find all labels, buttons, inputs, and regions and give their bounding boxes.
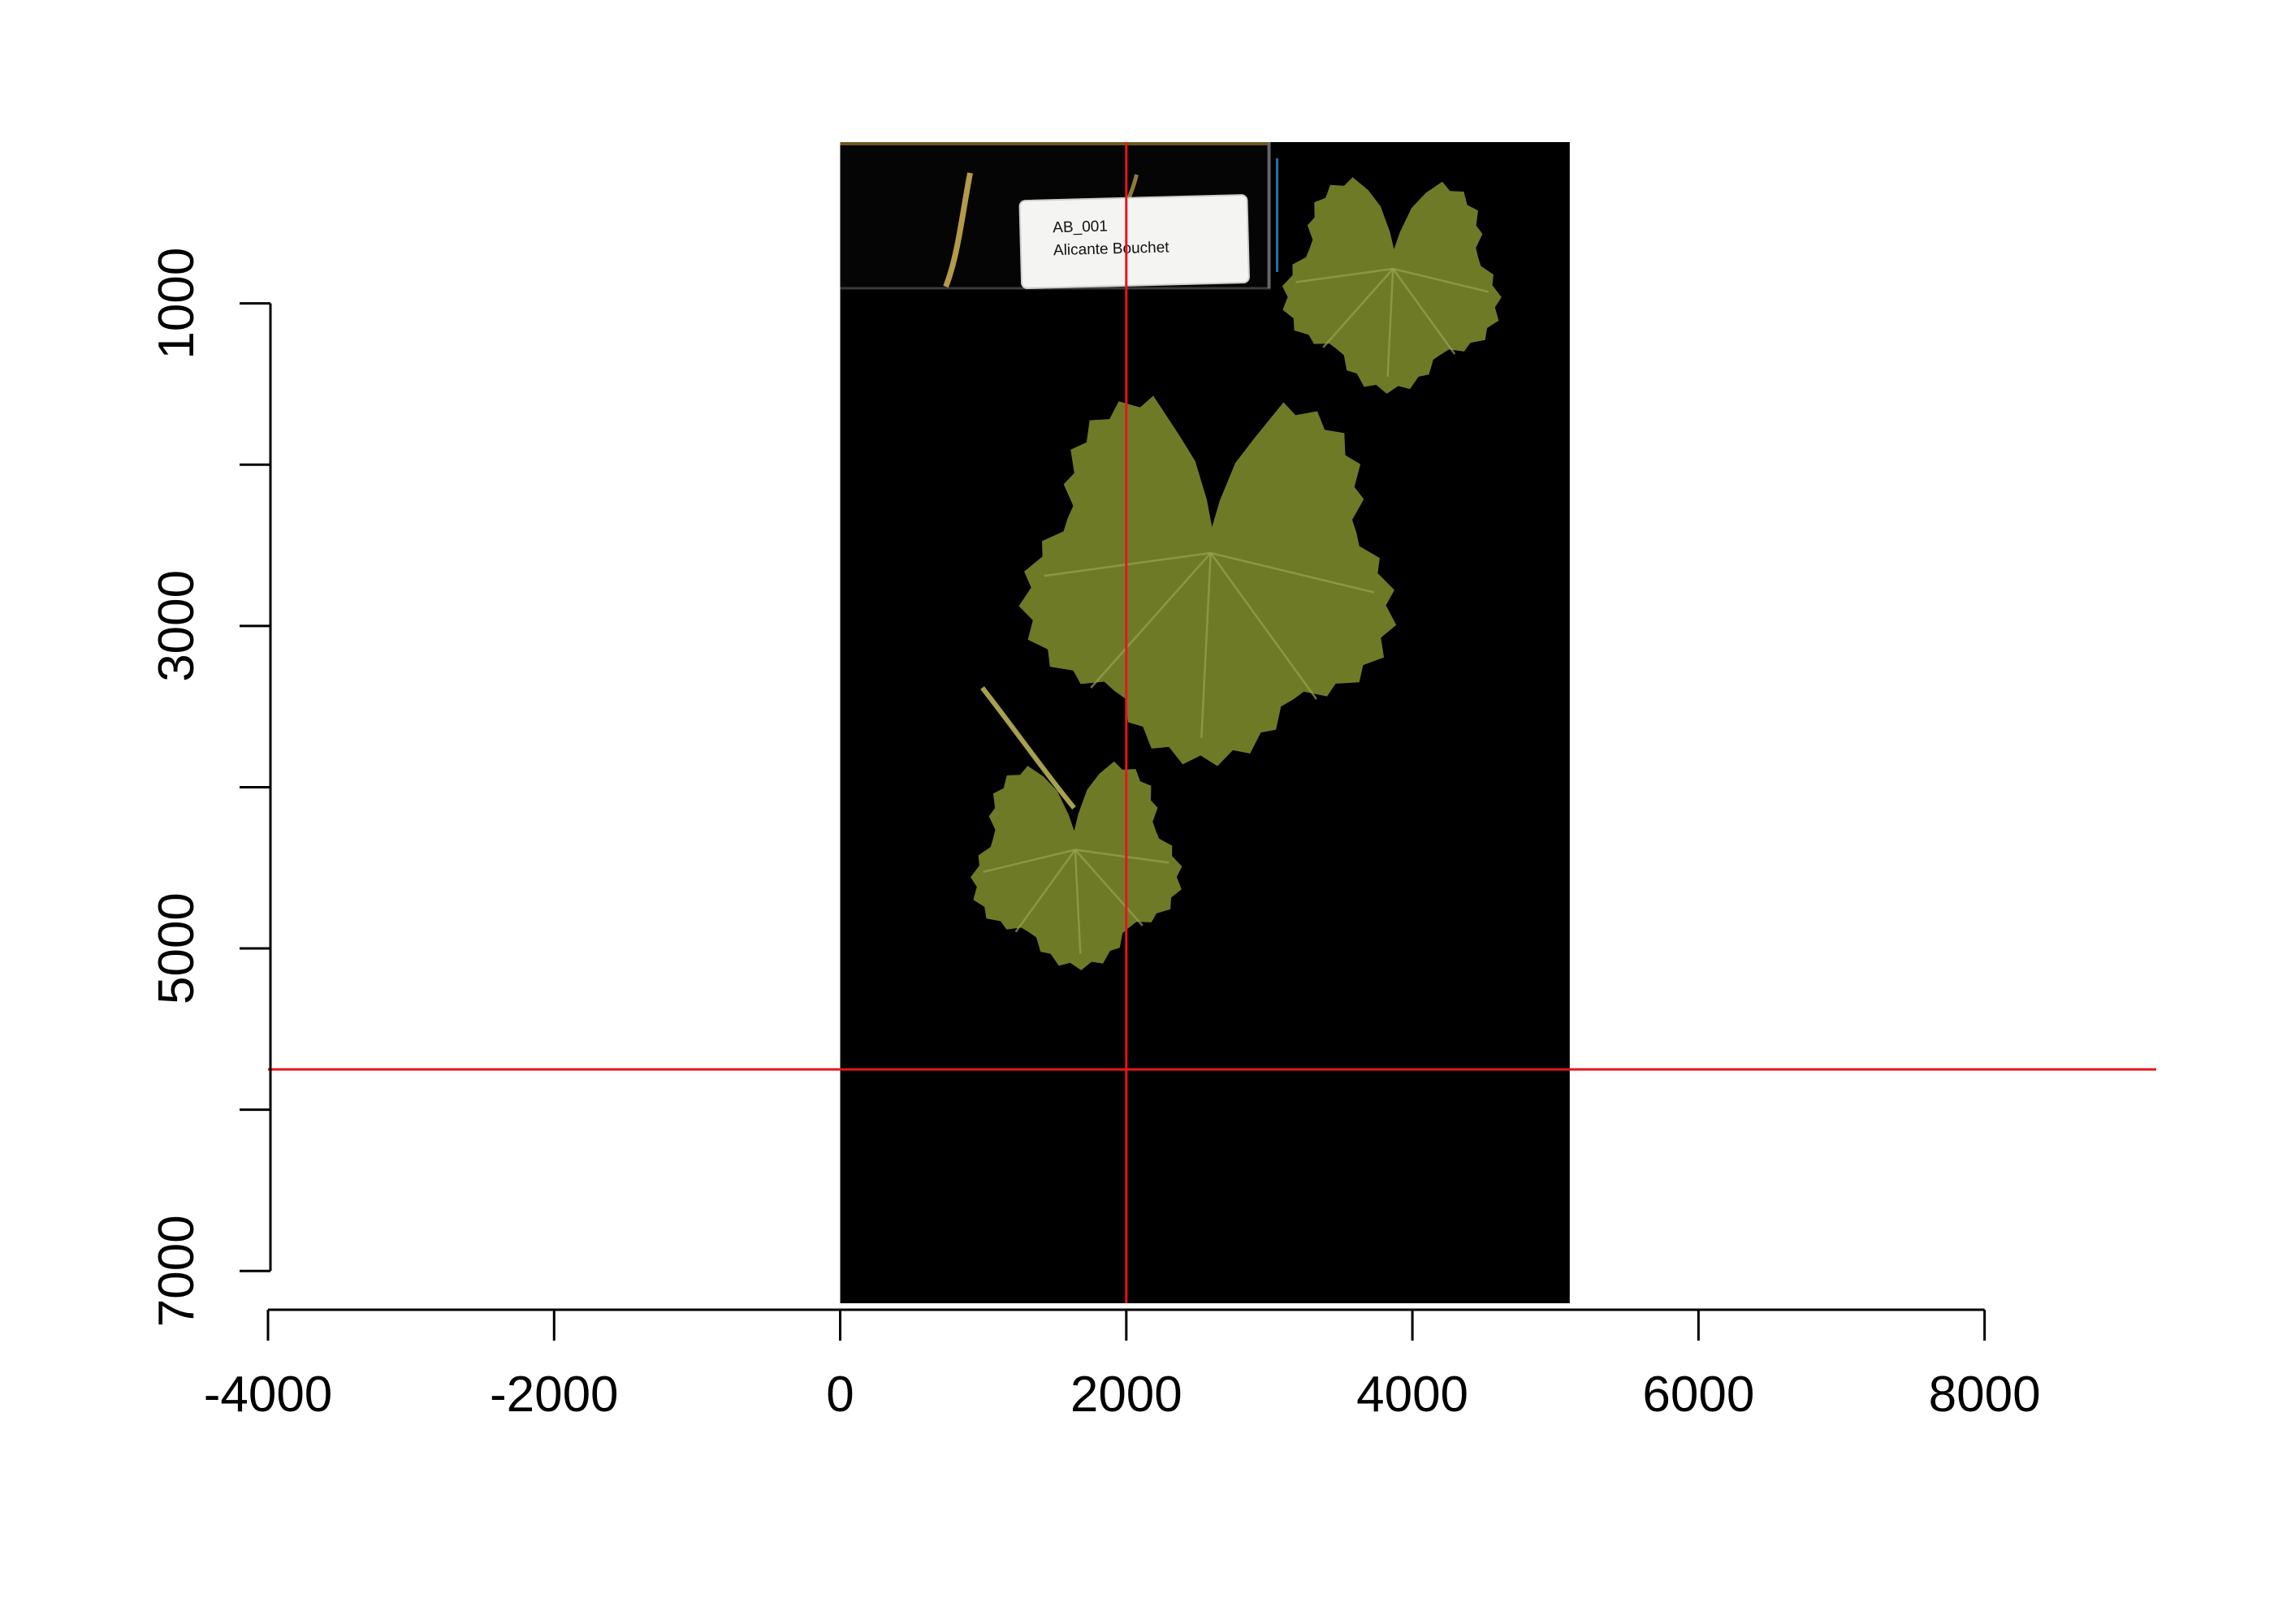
leaf-small-bottom-vein <box>1074 849 1082 954</box>
leaf-small-top <box>1282 177 1502 394</box>
label-card-bg <box>1018 194 1250 290</box>
specimen-name: Alicante Bouchet <box>1053 239 1170 259</box>
y-tick-label: 1000 <box>149 248 205 360</box>
leaf-small-bottom-vein <box>1074 849 1143 926</box>
leaf-large-center-vein <box>1200 552 1212 738</box>
specimen-id: AB_001 <box>1053 218 1108 236</box>
x-tick-label: 8000 <box>1929 1367 2041 1423</box>
leaf-small-top-vein <box>1392 268 1456 355</box>
leaf-large-center-vein <box>1209 552 1317 700</box>
leaf-small-top-vein <box>1386 268 1394 377</box>
leaf-small-top-vein <box>1295 267 1394 283</box>
y-tick-label: 5000 <box>149 892 205 1004</box>
x-tick-label: -2000 <box>490 1367 619 1423</box>
leaf-large-center <box>1018 395 1397 767</box>
specimen-label-card: AB_001 Alicante Bouchet <box>1018 194 1250 290</box>
leaf-large-center-vein <box>1090 552 1212 689</box>
leaf-small-bottom-vein <box>1014 849 1076 933</box>
scan-image: AB_001 Alicante Bouchet <box>840 142 1570 1303</box>
x-tick-label: -4000 <box>204 1367 333 1423</box>
crosshair <box>268 142 2156 1303</box>
leaf-large-center-vein <box>1210 551 1375 594</box>
leaf-petiole <box>980 686 1076 810</box>
y-tick-label: 3000 <box>149 570 205 682</box>
leaf-small-bottom-vein <box>983 849 1076 874</box>
leaf-small-top-vein <box>1322 268 1394 348</box>
x-tick-label: 6000 <box>1642 1367 1754 1423</box>
x-tick-label: 0 <box>826 1367 854 1423</box>
x-tick-label: 2000 <box>1070 1367 1182 1423</box>
stem-fragment <box>943 172 973 288</box>
x-tick-label: 4000 <box>1356 1367 1468 1423</box>
leaf-small-bottom <box>971 761 1182 970</box>
leaf-small-top-vein <box>1392 267 1489 293</box>
y-tick-label: 7000 <box>149 1215 205 1327</box>
axes: -4000 -2000 0 2000 4000 6000 8000 1000 3000 5000 7… <box>149 248 2041 1423</box>
leaf-small-bottom-vein <box>1074 849 1169 864</box>
leaf-large-center-blade <box>1018 395 1397 767</box>
